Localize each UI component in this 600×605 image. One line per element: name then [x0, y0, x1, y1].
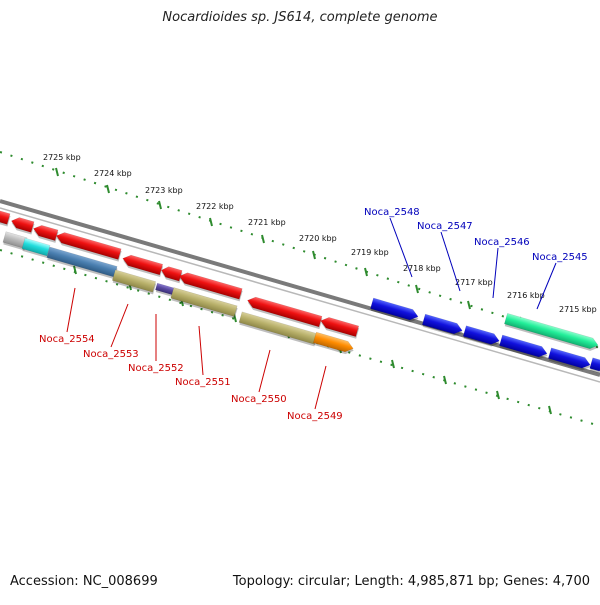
gene-arrow[interactable] [370, 297, 421, 324]
gene-arrow-body [547, 347, 591, 369]
gene-arrow-body [238, 311, 318, 345]
ruler-tick-label: 2718 kbp [403, 264, 441, 273]
gene-arrow[interactable] [111, 269, 157, 295]
gene-arrow-body [170, 287, 238, 317]
gene-arrow-body [312, 331, 354, 353]
gene-arrow-body [247, 296, 323, 328]
gene-arrow-body [111, 269, 157, 293]
ruler-tick-label: 2725 kbp [43, 153, 81, 162]
gene-label-leader [492, 247, 499, 299]
gene-label[interactable]: Noca_2552 [128, 363, 184, 374]
gene-arrow[interactable] [21, 237, 51, 259]
ruler-tick-minor [73, 265, 77, 275]
gene-arrow-body [421, 313, 463, 335]
ruler-tick-label: 2715 kbp [559, 305, 597, 314]
ruler-tick-label: 2720 kbp [299, 234, 337, 243]
ruler-tick-minor [443, 375, 447, 385]
gene-arrow[interactable] [54, 231, 122, 262]
ruler-tick-label: 2717 kbp [455, 278, 493, 287]
gene-label[interactable]: Noca_2550 [231, 394, 287, 405]
gene-label[interactable]: Noca_2548 [364, 207, 420, 218]
gene-arrow[interactable] [0, 208, 11, 227]
gene-label[interactable]: Noca_2553 [83, 349, 139, 360]
gene-arrow-body [499, 334, 548, 358]
ruler-tick-label: 2723 kbp [145, 186, 183, 195]
accession-label: Accession: NC_008699 [10, 574, 158, 589]
gene-arrow-body [504, 313, 599, 349]
gene-label-leader [536, 262, 557, 310]
gene-arrow[interactable] [31, 223, 59, 243]
gene-arrow[interactable] [170, 287, 238, 319]
gene-label[interactable]: Noca_2546 [474, 237, 530, 248]
gene-label-leader [198, 325, 204, 376]
gene-arrow[interactable] [312, 331, 356, 356]
gene-label-leader [66, 287, 76, 333]
gene-arrow[interactable] [9, 216, 35, 235]
gene-arrow-body [589, 357, 600, 372]
gene-arrow[interactable] [121, 253, 164, 278]
gene-label-leader [258, 349, 271, 393]
gene-arrow[interactable] [319, 315, 360, 339]
gene-label-leader [110, 303, 129, 348]
gene-features [0, 208, 600, 375]
ruler-tick [55, 167, 59, 177]
ruler-tick [158, 200, 162, 210]
gene-arrow[interactable] [245, 295, 323, 330]
gene-arrow-body [320, 317, 360, 337]
ruler-tick [312, 250, 316, 260]
gene-labels-reverse-strand: Noca_2554Noca_2553Noca_2552Noca_2551Noca… [39, 287, 343, 422]
gene-arrow[interactable] [177, 271, 243, 302]
gene-arrow[interactable] [462, 325, 502, 349]
ruler-tick [209, 217, 213, 227]
gene-arrow-body [178, 272, 243, 300]
gene-arrow-body [55, 232, 122, 260]
gene-arrow[interactable] [421, 313, 465, 338]
gene-arrow-body [462, 325, 500, 345]
gene-arrow-body [370, 297, 419, 321]
gene-label[interactable]: Noca_2554 [39, 334, 95, 345]
genome-backbone-top [0, 199, 600, 377]
gene-label-leader [440, 231, 461, 292]
gene-label-leader [314, 365, 327, 410]
gene-arrow-body [161, 266, 183, 282]
ruler-tick-minor [391, 359, 395, 369]
gene-label[interactable]: Noca_2547 [417, 221, 473, 232]
ruler-tick [415, 284, 419, 294]
gene-arrow-body [122, 254, 164, 276]
page-title: Nocardioides sp. JS614, complete genome [162, 10, 438, 25]
genome-backbone-bottom [0, 207, 600, 383]
gene-arrow[interactable] [238, 311, 318, 347]
gene-label[interactable]: Noca_2551 [175, 377, 231, 388]
gene-arrow[interactable] [159, 265, 183, 284]
genome-summary: Topology: circular; Length: 4,985,871 bp… [232, 574, 590, 589]
ruler-tick [467, 300, 471, 310]
ruler-tick [261, 234, 265, 244]
ruler-tick-minor [548, 405, 552, 415]
ruler-tick-label: 2716 kbp [507, 291, 545, 300]
ruler-tick-label: 2721 kbp [248, 218, 286, 227]
ruler-tick [364, 267, 368, 277]
gene-label[interactable]: Noca_2545 [532, 252, 588, 263]
gene-arrow-body [11, 217, 35, 233]
gene-label-leader [389, 217, 413, 278]
ruler-tick-label: 2719 kbp [351, 248, 389, 257]
gene-label[interactable]: Noca_2549 [287, 411, 343, 422]
gene-arrow-body [21, 237, 51, 257]
gene-arrow-body [33, 225, 59, 241]
gene-arrow[interactable] [547, 347, 593, 372]
ruler-tick-label: 2722 kbp [196, 202, 234, 211]
ruler-ticks: 2725 kbp 2724 kbp 2723 kbp 2722 kbp 2721 kbp… [43, 153, 597, 415]
ruler-tick-label: 2724 kbp [94, 169, 132, 178]
gene-arrow[interactable] [504, 313, 600, 353]
ruler-tick [106, 184, 110, 194]
ruler-tick-minor [496, 390, 500, 400]
gene-arrow-body [0, 209, 11, 225]
gene-arrow[interactable] [499, 334, 550, 361]
gene-arrow[interactable] [589, 357, 600, 375]
